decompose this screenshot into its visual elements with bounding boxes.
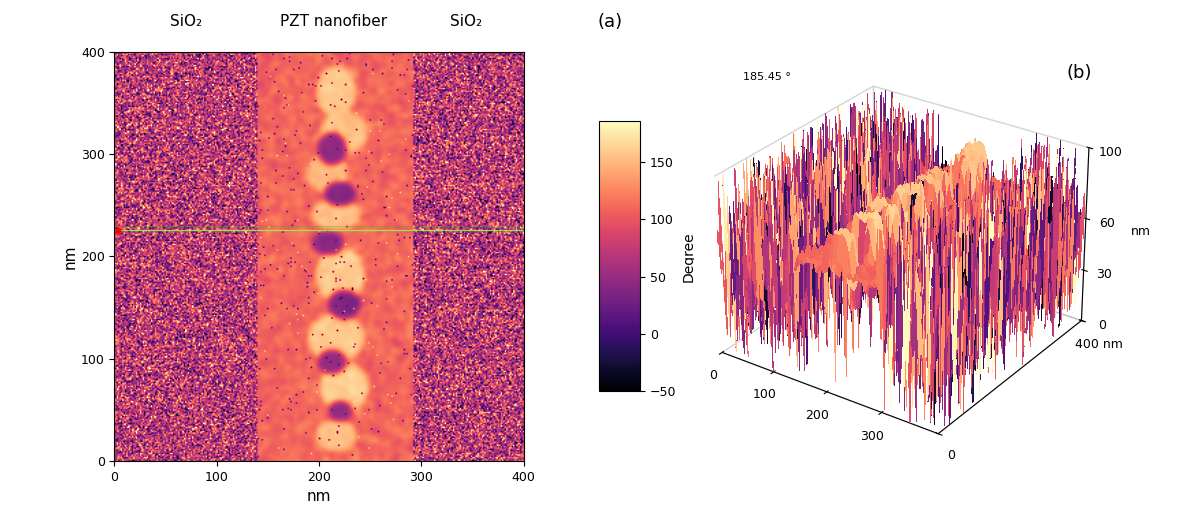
Text: SiO₂: SiO₂ <box>170 15 202 30</box>
Text: PZT nanofiber: PZT nanofiber <box>280 15 386 30</box>
Text: SiO₂: SiO₂ <box>450 15 482 30</box>
Y-axis label: Degree: Degree <box>682 231 696 282</box>
Text: (b): (b) <box>1067 64 1092 82</box>
Y-axis label: nm: nm <box>64 244 78 269</box>
Text: 185.45 °: 185.45 ° <box>743 72 791 82</box>
X-axis label: nm: nm <box>307 490 331 505</box>
Text: (a): (a) <box>598 13 622 31</box>
